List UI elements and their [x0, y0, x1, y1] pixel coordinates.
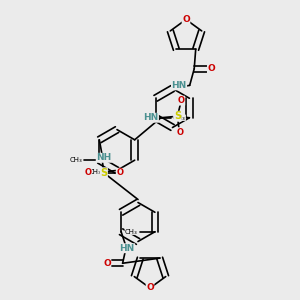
Text: O: O — [207, 64, 215, 73]
Text: O: O — [103, 259, 111, 268]
Text: HN: HN — [119, 244, 135, 253]
Text: CH₃: CH₃ — [173, 115, 186, 121]
Text: NH: NH — [96, 153, 112, 162]
Text: HN: HN — [143, 113, 158, 122]
Text: HN: HN — [171, 81, 187, 90]
Text: O: O — [146, 284, 154, 292]
Text: CH₃: CH₃ — [125, 229, 137, 235]
Text: O: O — [84, 168, 92, 177]
Text: O: O — [178, 96, 185, 105]
Text: S: S — [174, 111, 181, 121]
Text: CH₃: CH₃ — [88, 169, 101, 175]
Text: O: O — [182, 15, 190, 24]
Text: O: O — [176, 128, 183, 137]
Text: O: O — [116, 168, 123, 177]
Text: CH₃: CH₃ — [69, 157, 82, 163]
Text: S: S — [100, 168, 107, 178]
